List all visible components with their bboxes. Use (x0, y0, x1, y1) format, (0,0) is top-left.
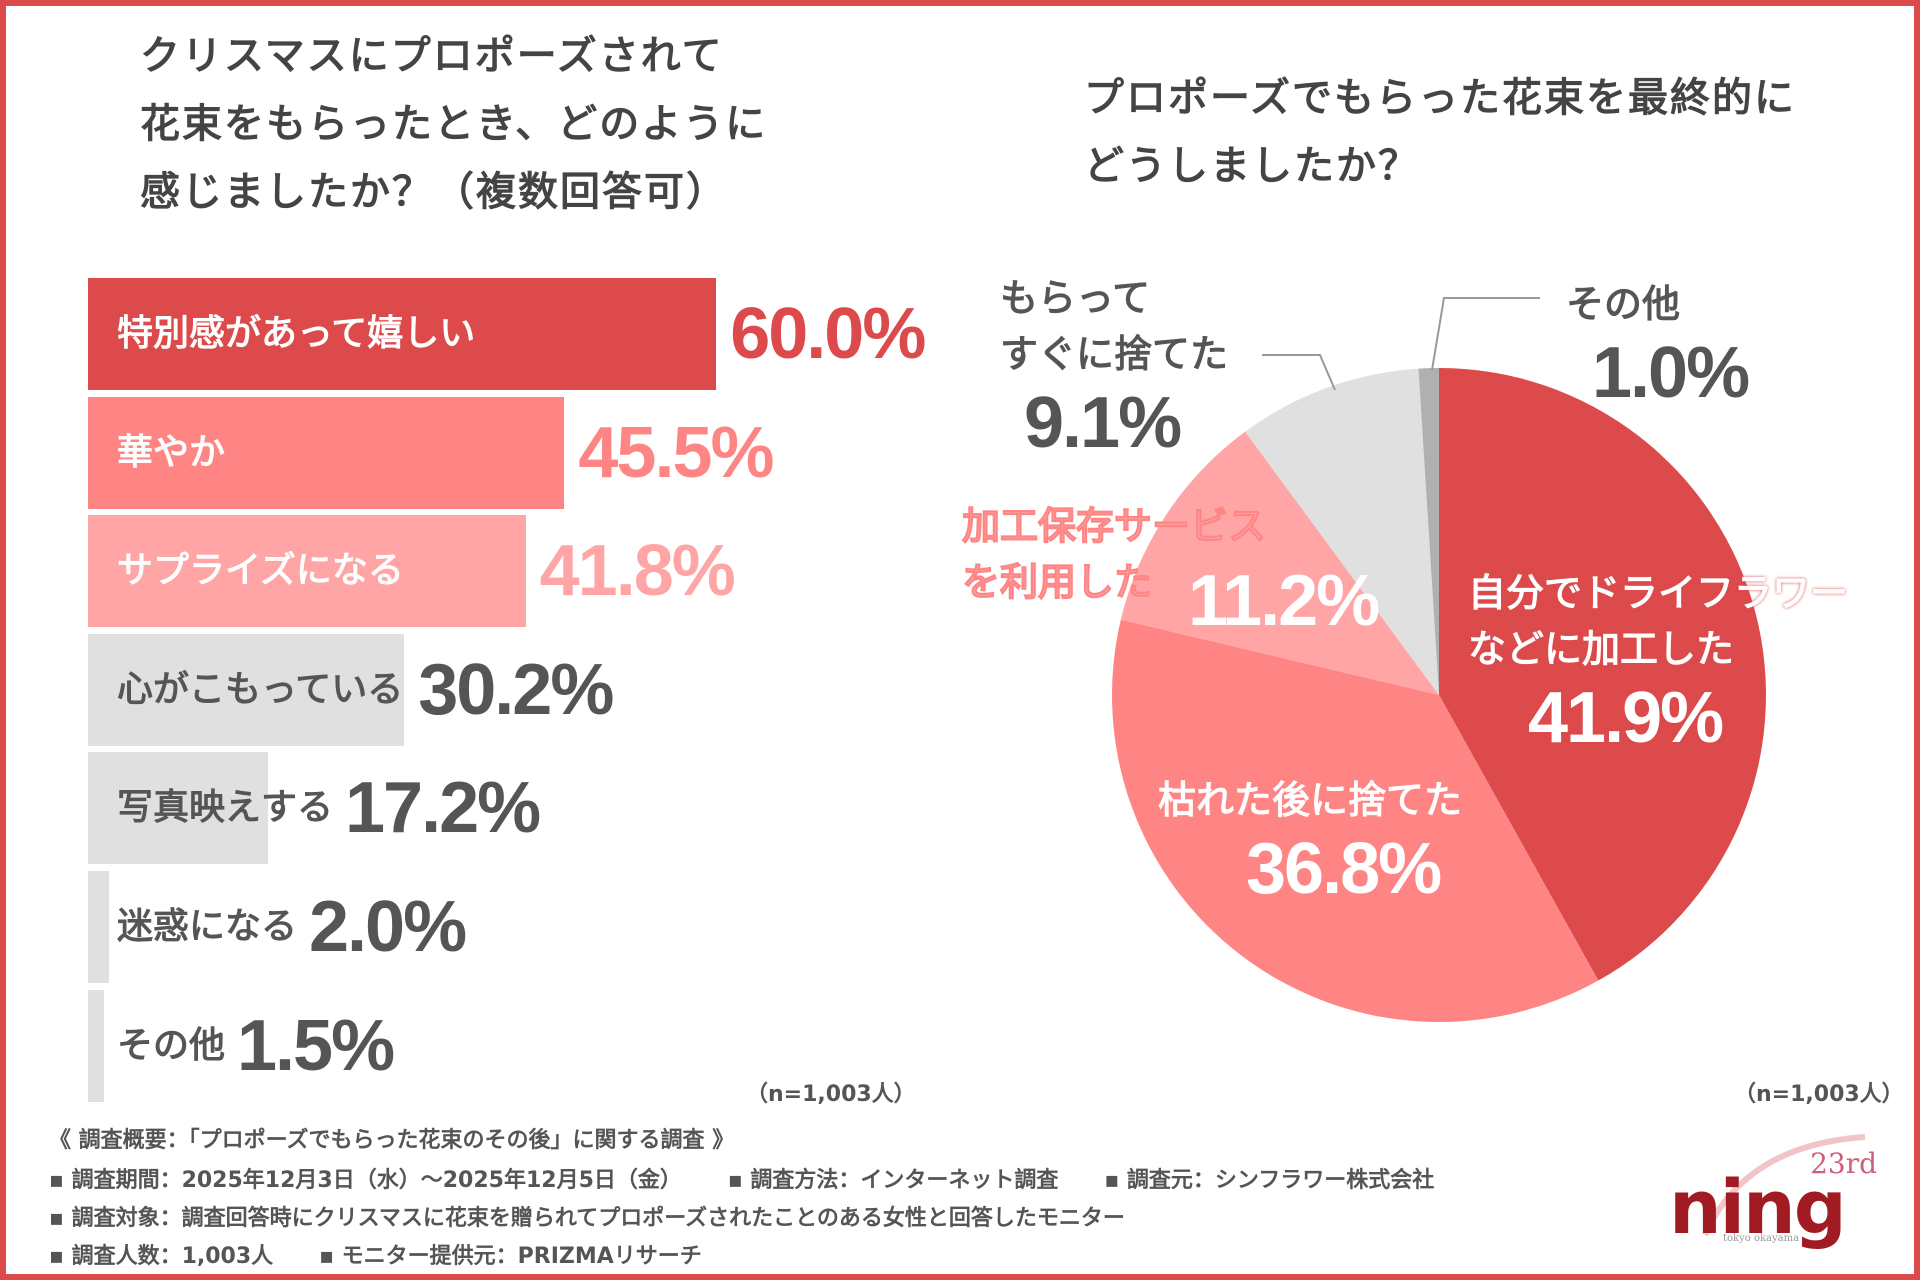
label-line: 加工保存サービス (961, 504, 1267, 549)
bar-sample-size: （n=1,003人） (746, 1082, 916, 1107)
bar-value-label: 30.2% (418, 649, 614, 730)
pie-label-dried: 自分でドライフラワー などに加工した 41.9% (1468, 565, 1848, 759)
leader-line (1431, 297, 1540, 371)
bar-value-label: 45.5% (578, 412, 774, 493)
title-line: クリスマスにプロポーズされて (140, 33, 724, 79)
pie-slice (1112, 619, 1599, 1023)
bar-value-label: 60.0% (730, 294, 926, 374)
survey-line: ▪ 調査人数：1,003人 ▪ モニター提供元：PRIZMAリサーチ (49, 1244, 702, 1269)
bar (88, 278, 717, 390)
bar-category-label: 華やか (117, 431, 226, 473)
logo-swoosh-icon (1702, 1134, 1866, 1237)
pie-value: 41.9% (1528, 678, 1724, 758)
pie-slice (1245, 368, 1439, 695)
pie-label-other: その他 1.0% (1566, 276, 1750, 414)
title-line: 花束をもらったとき、どのように (140, 101, 768, 147)
leader-line (1262, 354, 1336, 391)
label-line: その他 (1566, 282, 1681, 326)
bar (88, 515, 526, 628)
pie-slice (1120, 431, 1439, 695)
pie-label-preservation: 加工保存サービス を利用した (961, 498, 1267, 610)
pie-slice (1418, 368, 1439, 695)
bar-category-label: サプライズになる (117, 550, 404, 592)
pie-value: 36.8% (1246, 829, 1442, 909)
bar-value-label: 17.2% (345, 768, 541, 849)
bar (88, 989, 104, 1102)
bar-category-label: 心がこもっている (117, 668, 404, 710)
label-line: もらって (1000, 276, 1151, 320)
bar-category-label: その他 (117, 1024, 226, 1066)
bar-value-label: 41.8% (539, 531, 736, 612)
bar-category-label: 特別感があって嬉しい (117, 313, 476, 354)
label-line: すぐに捨てた (1000, 332, 1229, 376)
bar-category-label: 迷惑になる (117, 906, 298, 947)
bar-category-label: 写真映えする (117, 787, 334, 829)
bar (88, 633, 405, 746)
logo-badge: 23rd (1810, 1147, 1877, 1180)
label-line: を利用した (961, 560, 1153, 605)
bar (88, 752, 269, 865)
title-line: 感じましたか？（複数回答可） (140, 169, 728, 215)
label-line: 自分でドライフラワー (1468, 571, 1849, 615)
title-line: プロポーズでもらった花束を最終的に (1084, 75, 1796, 121)
pie-slice (1439, 368, 1767, 981)
bar (88, 396, 565, 509)
pie-chart-title: プロポーズでもらった花束を最終的に どうしましたか？ (1084, 64, 1796, 200)
survey-heading: 《 調査概要：「プロポーズでもらった花束のその後」に関する調査 》 (49, 1128, 735, 1153)
pie-value-preservation: 11.2% (1188, 561, 1380, 641)
bar-value-label: 2.0% (309, 887, 467, 967)
pie-value: 9.1% (1024, 383, 1182, 463)
pie-sample-size: （n=1,003人） (1734, 1082, 1904, 1107)
pie-label-discarded-immediately: もらって すぐに捨てた 9.1% (1000, 270, 1228, 464)
bar-value-label: 1.5% (237, 1005, 395, 1086)
title-line: どうしましたか？ (1084, 143, 1420, 189)
pie-value: 1.0% (1592, 333, 1750, 413)
bar-chart-title: クリスマスにプロポーズされて 花束をもらったとき、どのように 感じましたか？（複… (140, 22, 767, 226)
label-line: などに加工した (1468, 627, 1735, 671)
survey-line: ▪ 調査対象：調査回答時にクリスマスに花束を贈られてプロポーズされたことのある女… (49, 1206, 1125, 1231)
ning-logo: 23rd ning tokyo okayama (1665, 1125, 1885, 1251)
survey-line: ▪ 調査期間：2025年12月3日（水）～2025年12月5日（金） ▪ 調査方… (49, 1168, 1435, 1193)
logo-subtext: tokyo okayama (1723, 1233, 1800, 1244)
bar (88, 871, 109, 983)
label-line: 枯れた後に捨てた (1158, 778, 1463, 822)
pie-label-discarded-after: 枯れた後に捨てた 36.8% (1158, 772, 1462, 910)
logo-text: ning (1669, 1165, 1847, 1251)
